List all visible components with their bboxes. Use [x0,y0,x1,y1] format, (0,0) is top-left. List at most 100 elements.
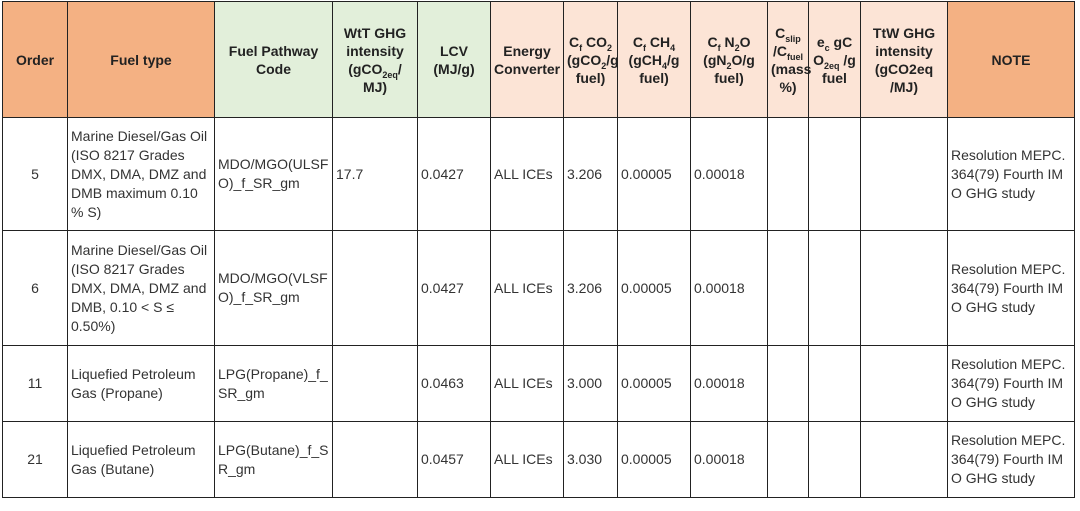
header-text: NOTE [991,51,1031,68]
header-cell: Cf CH4 (gCH4/g fuel) [617,1,691,118]
header-cell: Energy Converter [490,1,564,118]
header-text: /C [772,42,787,59]
header-text: O/g fuel) [714,51,755,86]
empty-cell [808,421,861,498]
header-text: (gCH [628,51,662,68]
table-cell: 6 [2,230,68,346]
empty-cell [860,345,948,422]
table-cell: Liquefied Petroleum Gas (Propane) [67,345,215,422]
table-cell: 3.206 [563,230,618,346]
header-text: C [568,33,580,50]
empty-cell [860,421,948,498]
header-subscript: 2eq [382,69,398,80]
table-cell: 0.0463 [417,345,491,422]
table-body: 5 Marine Diesel/Gas Oil (ISO 8217 Grades … [2,117,1075,498]
header-subscript: 4 [670,42,676,53]
header-cell: WtT GHG intensity (gCO2eq/ MJ) [332,1,418,118]
table-cell: 3.030 [563,421,618,498]
header-subscript: 2 [607,42,613,53]
header-cell: Order [2,1,68,118]
table-cell: 0.0427 [417,230,491,346]
table-cell: Resolution MEPC.364(79) Fourth IMO GHG s… [947,230,1075,346]
header-text: /g fuel) [639,51,680,86]
empty-cell [767,421,809,498]
empty-cell [808,117,861,231]
header-text: Fuel type [110,51,172,68]
table-row: 5 Marine Diesel/Gas Oil (ISO 8217 Grades … [2,117,1075,231]
header-text: TtW GHG intensity (gCO2eq /MJ) [872,24,936,95]
table-cell: 0.00005 [617,117,691,231]
header-subscript: 2 [601,60,607,71]
header-text: LCV (MJ/g) [433,42,475,77]
table-cell: ALL ICEs [490,117,564,231]
table-cell: 0.00018 [690,421,768,498]
header-text: WtT GHG intensity (gCO [343,24,407,77]
header-subscript: f [579,42,583,53]
table-row: 11 Liquefied Petroleum Gas (Propane) LPG(P… [2,345,1075,422]
table-cell: 0.00018 [690,117,768,231]
empty-cell [332,345,418,422]
empty-cell [808,230,861,346]
empty-cell [860,230,948,346]
table-cell: ALL ICEs [490,421,564,498]
empty-cell [767,345,809,422]
header-cell: ec gC O2eq /g fuel [808,1,861,118]
table-cell: 0.00005 [617,230,691,346]
table-cell: LPG(Butane)_f_SR_gm [214,421,333,498]
table-row: 21 Liquefied Petroleum Gas (Butane) LPG(Bu… [2,421,1075,498]
table-cell: MDO/MGO(ULSFO)_f_SR_gm [214,117,333,231]
header-cell: TtW GHG intensity (gCO2eq /MJ) [860,1,948,118]
table-cell: MDO/MGO(VLSFO)_f_SR_gm [214,230,333,346]
header-cell: NOTE [947,1,1075,118]
table-cell: 3.000 [563,345,618,422]
table-cell: 0.00005 [617,345,691,422]
empty-cell [808,345,861,422]
fuel-table: Order Fuel type Fuel Pathway Code WtT GHG i… [2,1,1075,498]
empty-cell [332,421,418,498]
table-cell: 0.0427 [417,117,491,231]
header-text: C [632,33,643,50]
header-subscript: 4 [661,60,667,71]
header-cell: Fuel type [67,1,215,118]
empty-cell [767,230,809,346]
empty-cell [860,117,948,231]
table-cell: Resolution MEPC.364(79) Fourth IMO GHG s… [947,421,1075,498]
table-cell: 0.00005 [617,421,691,498]
table-cell: ALL ICEs [490,230,564,346]
header-cell: LCV (MJ/g) [417,1,491,118]
header-text: /g fuel [822,51,856,86]
header-cell: Cslip /Cfuel (mass %) [767,1,812,118]
table-cell: 5 [2,117,68,231]
header-subscript: slip [785,33,801,44]
table-cell: 11 [2,345,68,422]
table-cell: 0.00018 [690,230,768,346]
header-text: gC O [813,33,853,68]
table-cell: 0.00018 [690,345,768,422]
header-subscript: f [642,42,646,53]
header-text: e [816,33,825,50]
header-text: O (gN [703,33,751,68]
empty-cell [332,230,418,346]
header-text: CH [645,33,671,50]
header-text: CO [582,33,607,50]
header-text: C [707,33,718,50]
header-cell: Cf CO2 (gCO2/g fuel) [563,1,619,118]
header-text: Order [15,51,55,68]
empty-cell [767,117,809,231]
header-subscript: fuel [786,51,803,62]
header-cell: Cf N2O (gN2O/g fuel) [690,1,768,118]
table-cell: Marine Diesel/Gas Oil (ISO 8217 Grades D… [67,117,215,231]
header-text: (gCO [567,51,602,68]
header-text: C [775,24,786,41]
table-cell: Resolution MEPC.364(79) Fourth IMO GHG s… [947,345,1075,422]
header-text: / MJ) [362,60,402,95]
table-cell: Resolution MEPC.364(79) Fourth IMO GHG s… [947,117,1075,231]
header-text: /g fuel) [575,51,619,86]
header-subscript: f [717,42,721,53]
header-text: Energy Converter [494,42,561,77]
header-subscript: 2 [734,42,740,53]
header-text: (mass %) [771,60,812,95]
header-row: Order Fuel type Fuel Pathway Code WtT GHG i… [2,1,1075,118]
header-text: Fuel Pathway Code [228,42,319,77]
